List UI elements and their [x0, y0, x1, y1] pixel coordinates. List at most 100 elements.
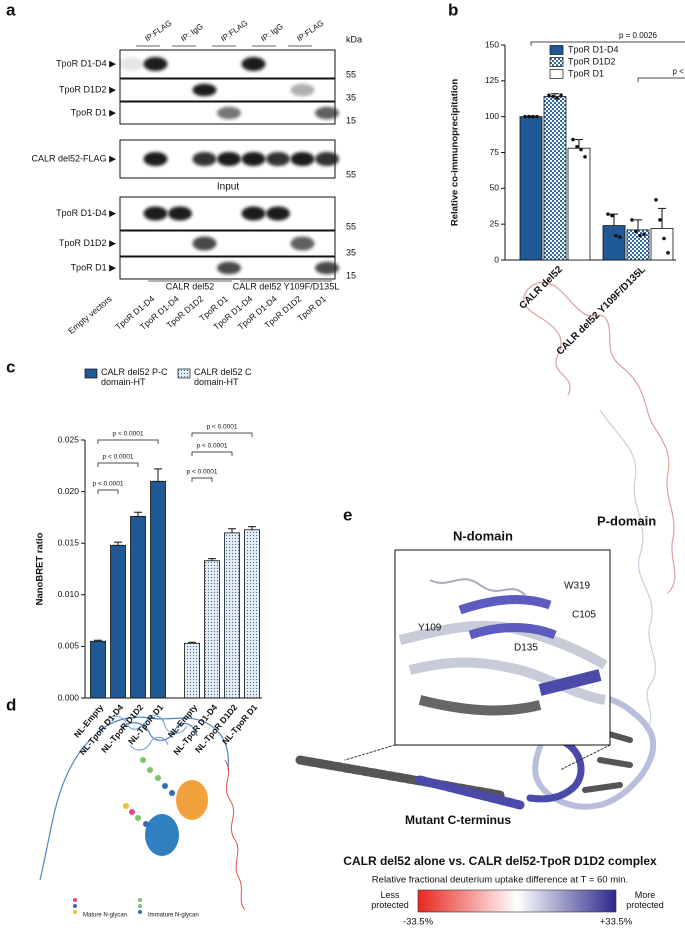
- kda-marker: 15: [346, 115, 356, 125]
- blot-band: [119, 57, 143, 71]
- colorbar-max: +33.5%: [600, 917, 633, 928]
- blot-band: [241, 206, 266, 221]
- data-point: [535, 114, 539, 119]
- legend-swatch: [549, 57, 564, 67]
- blot-band: [290, 236, 315, 251]
- glycan-legend-label: Mature N-glycan: [83, 913, 127, 919]
- blot-band: [192, 236, 217, 251]
- row-label: TpoR D1D2 ▶: [59, 84, 116, 94]
- data-point: [654, 198, 658, 202]
- blot-band: [143, 152, 168, 166]
- panel-label: b: [448, 0, 458, 19]
- blot-band: [143, 206, 168, 221]
- colorbar-min: -33.5%: [403, 917, 434, 928]
- ip-header: IP:FLAG: [295, 18, 325, 43]
- residue-label: W319: [564, 581, 591, 592]
- colorbar-title: CALR del52 alone vs. CALR del52-TpoR D1D…: [343, 854, 657, 868]
- data-point: [531, 114, 535, 119]
- blot-band: [266, 206, 290, 221]
- bar: [90, 640, 106, 699]
- colorbar-low-label: Less protected: [371, 890, 409, 910]
- kda-marker: 15: [346, 270, 356, 280]
- blot-band: [241, 57, 266, 71]
- significance-label: p < 0.0001: [103, 454, 134, 461]
- bar: [110, 544, 126, 699]
- data-point: [638, 233, 642, 238]
- significance-label: p = 0.0026: [619, 31, 658, 40]
- y-tick-label: 0.005: [58, 641, 80, 651]
- colorbar-high-label: More protected: [626, 890, 664, 910]
- legend-swatch: [549, 45, 564, 55]
- blot-band: [217, 106, 241, 120]
- kda-marker: 55: [346, 169, 356, 179]
- residue-label: C105: [572, 610, 596, 621]
- kda-marker: 35: [346, 92, 356, 102]
- bar: [244, 529, 260, 699]
- y-tick-label: 0.015: [58, 537, 80, 547]
- bar: [602, 225, 626, 261]
- data-point: [555, 96, 559, 100]
- y-tick-label: 25: [490, 218, 500, 228]
- data-point: [658, 218, 662, 222]
- y-tick-label: 0.020: [58, 486, 80, 496]
- significance-bracket: [530, 41, 685, 46]
- kda-label: kDa: [346, 34, 362, 44]
- row-label: TpoR D1-D4 ▶: [56, 208, 116, 218]
- significance-label: p < 0.0001: [672, 67, 685, 76]
- bar: [224, 532, 240, 699]
- panel-label: e: [343, 505, 352, 524]
- significance-bracket: [97, 439, 159, 444]
- significance-label: p < 0.0001: [187, 469, 218, 476]
- panel-label: d: [6, 695, 16, 714]
- y-tick-label: 0.025: [58, 434, 80, 444]
- data-point: [634, 229, 638, 234]
- data-point: [662, 236, 666, 241]
- residue-label: Y109: [418, 623, 442, 634]
- legend-label: TpoR D1: [568, 68, 604, 78]
- ip-header: IP:FLAG: [219, 18, 249, 43]
- legend-swatch: [549, 69, 564, 79]
- y-axis-label: Relative co-immunoprecipitation: [450, 79, 461, 226]
- significance-label: p < 0.0001: [207, 424, 238, 431]
- ip-header: IP: IgG: [179, 22, 205, 44]
- data-point: [579, 147, 583, 152]
- data-point: [614, 233, 618, 238]
- data-point: [551, 94, 555, 99]
- y-tick-label: 0.000: [58, 692, 80, 702]
- y-tick-label: 50: [490, 183, 500, 193]
- blot-band: [290, 83, 315, 97]
- glycan-legend-label: Immature N-glycan: [148, 913, 199, 919]
- data-point: [523, 114, 527, 119]
- row-label: TpoR D1 ▶: [71, 262, 117, 272]
- data-point: [559, 93, 563, 97]
- kda-marker: 35: [346, 247, 356, 257]
- blot-strip: [119, 78, 336, 102]
- significance-label: p < 0.0001: [93, 481, 124, 488]
- data-point: [630, 218, 634, 222]
- data-point: [527, 114, 531, 119]
- row-label: CALR del52-FLAG ▶: [32, 153, 117, 163]
- y-tick-label: 125: [485, 75, 499, 85]
- bar: [650, 228, 674, 261]
- group-label: CALR del52 Y109F/D135L: [233, 281, 339, 291]
- legend-label: TpoR D1D2: [568, 56, 616, 66]
- kda-marker: 55: [346, 221, 356, 231]
- bar: [204, 560, 220, 699]
- significance-label: p < 0.0001: [197, 443, 228, 450]
- data-point: [606, 212, 610, 216]
- c-terminus-label: Mutant C-terminus: [405, 813, 511, 827]
- data-point: [583, 155, 587, 159]
- panel-label: a: [6, 0, 16, 19]
- input-title: Input: [217, 182, 239, 193]
- blot-band: [192, 152, 217, 166]
- blot-band: [315, 261, 339, 275]
- data-point: [618, 235, 622, 239]
- blot-band: [241, 152, 266, 166]
- significance-bracket: [191, 432, 253, 437]
- blot-band: [143, 57, 168, 71]
- colorbar: [417, 889, 617, 913]
- colorbar-subtitle: Relative fractional deuterium uptake dif…: [372, 875, 628, 886]
- blot-band: [266, 152, 290, 166]
